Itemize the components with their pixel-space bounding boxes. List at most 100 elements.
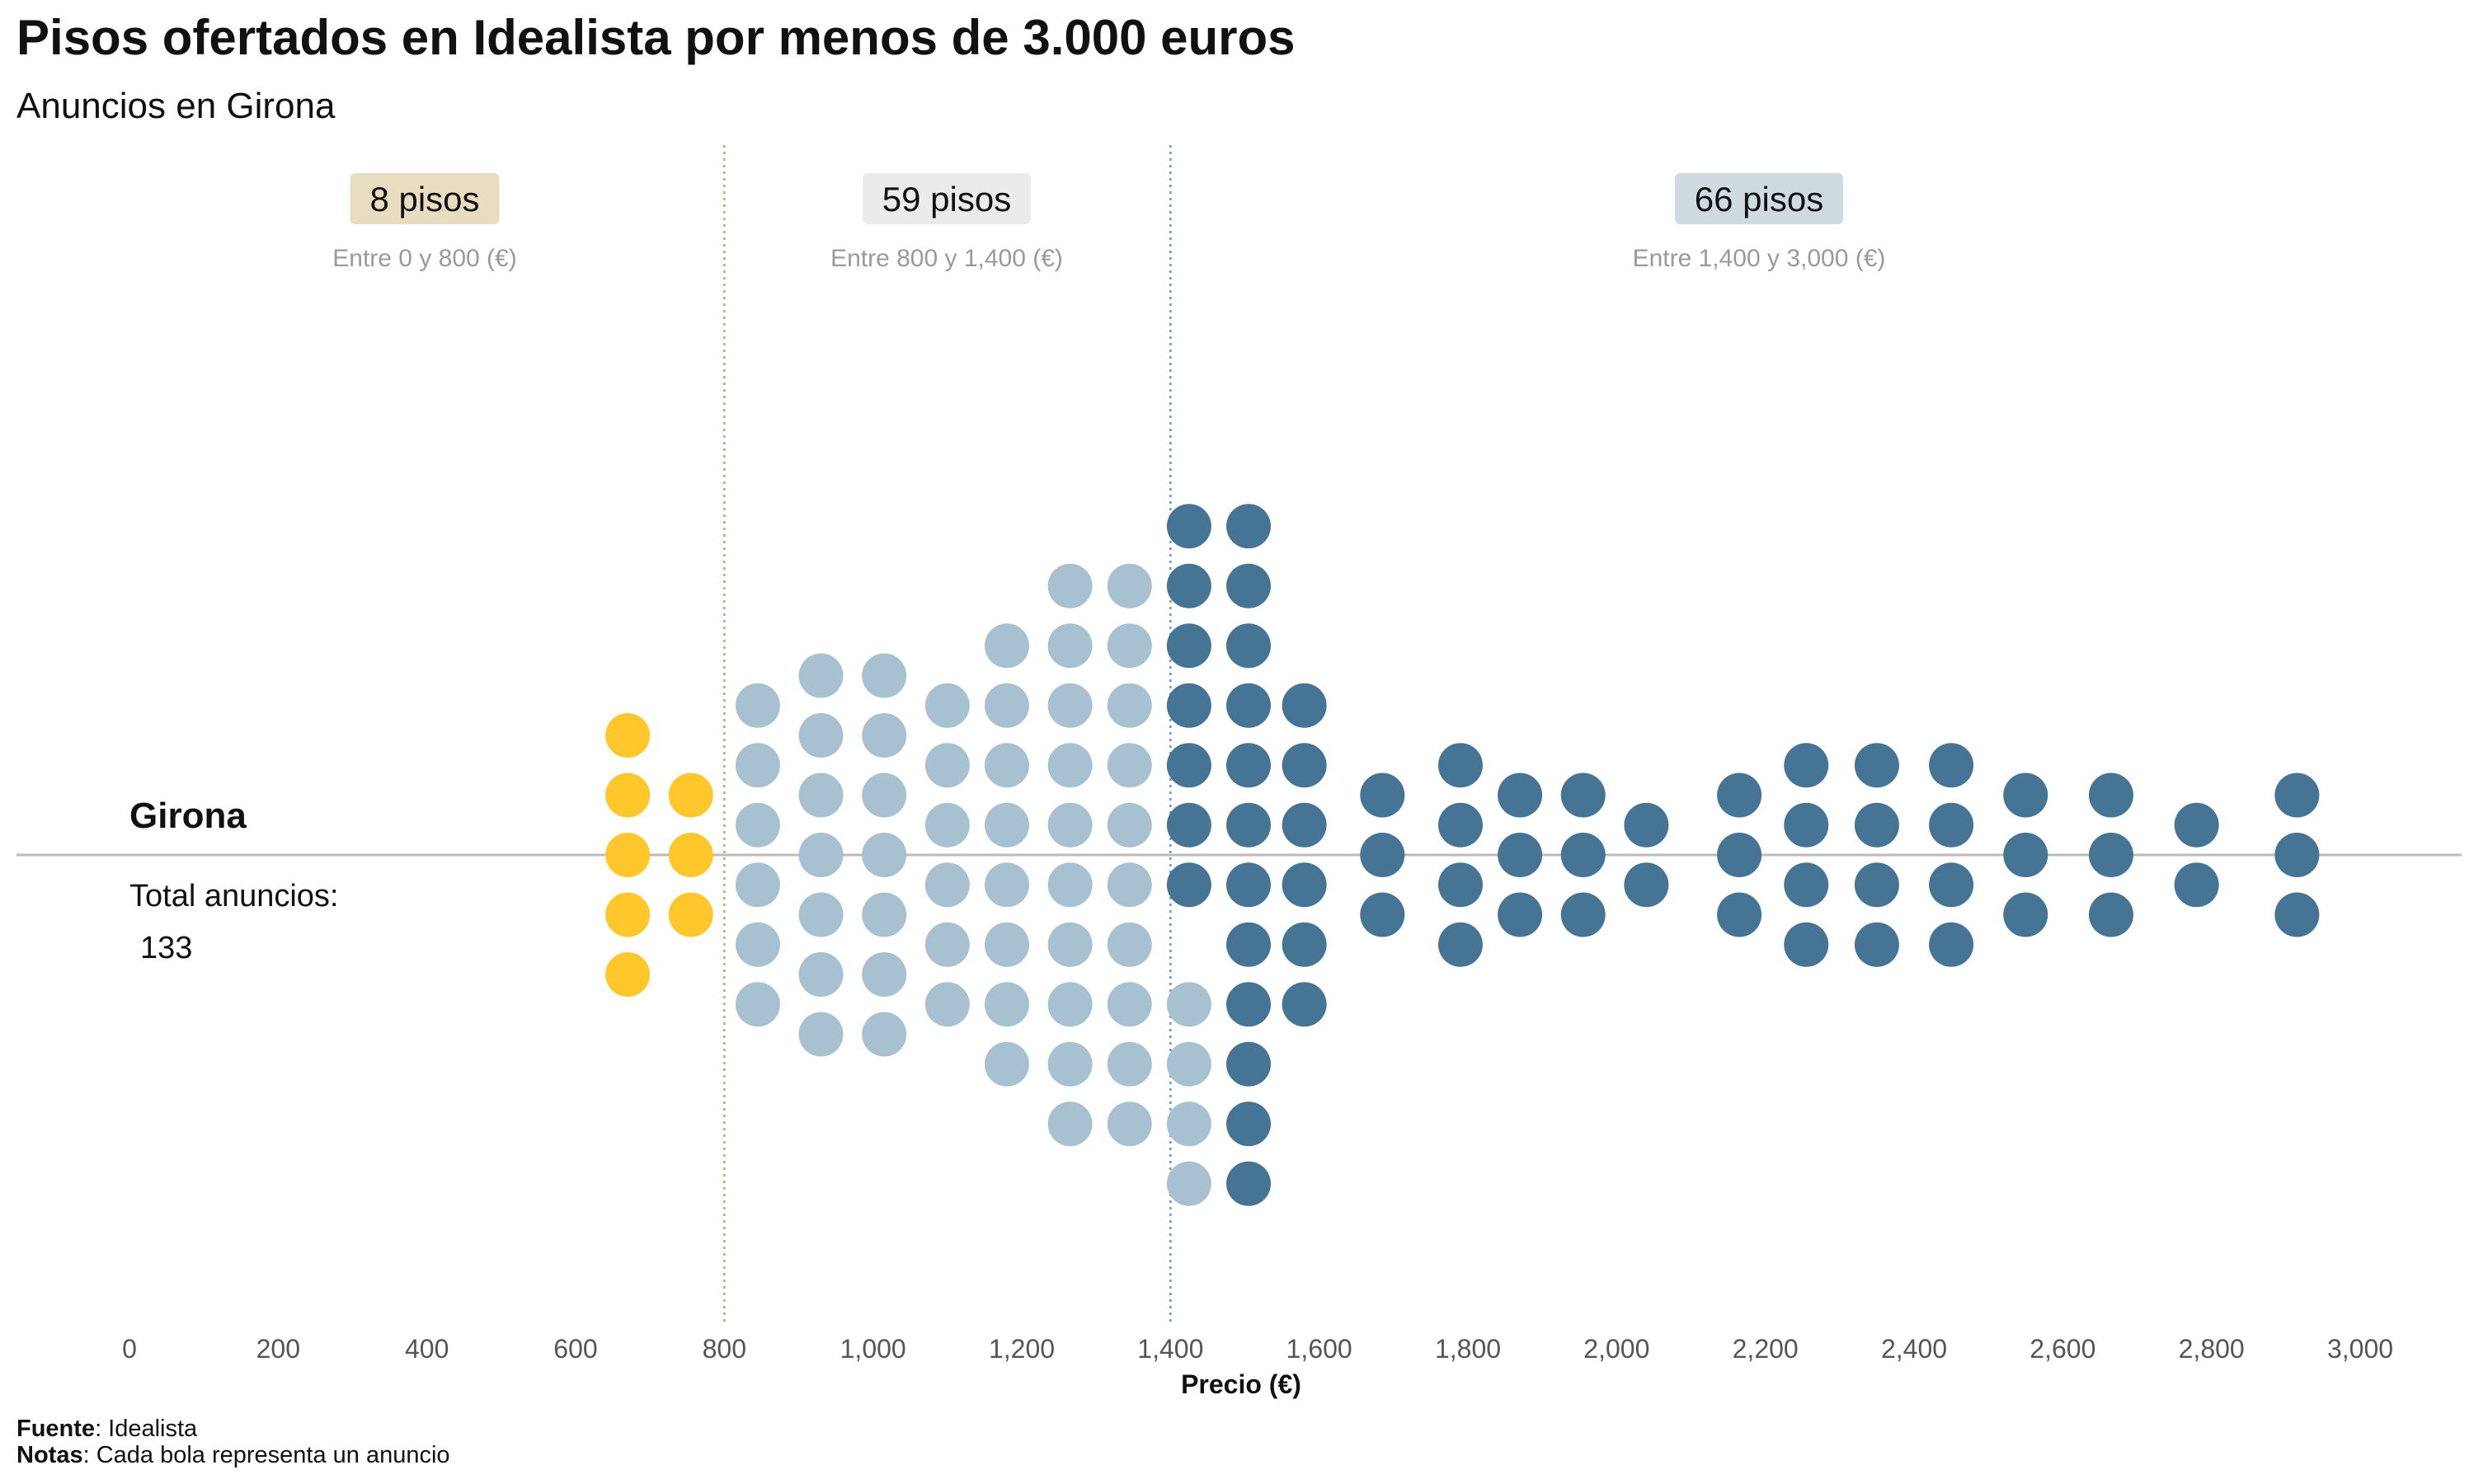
group-badge-text: 66 pisos — [1695, 180, 1823, 218]
group-dividers — [723, 145, 1172, 1323]
listing-dot — [1166, 1041, 1211, 1087]
listing-dot — [1226, 1101, 1272, 1147]
listing-dot — [2003, 833, 2048, 877]
listing-dot — [1282, 743, 1327, 788]
listing-dot — [605, 773, 651, 818]
listing-dot — [1047, 683, 1093, 728]
listing-dot — [1784, 802, 1829, 848]
listing-dot — [924, 743, 970, 788]
footer-notes: Notas: Cada bola representa un anuncio — [16, 1442, 450, 1468]
listing-dot — [1047, 862, 1093, 908]
listing-dot — [1047, 563, 1093, 608]
listing-dot — [605, 713, 651, 758]
x-tick-label: 1,400 — [1137, 1334, 1203, 1364]
listing-dot — [862, 892, 907, 937]
listing-dot — [1107, 563, 1152, 608]
footer-source: Fuente: Idealista — [16, 1416, 198, 1442]
footer-notes-text: : Cada bola representa un anuncio — [83, 1442, 450, 1468]
listing-dot — [1717, 773, 1762, 818]
listing-dot — [1047, 743, 1093, 788]
listing-dot — [984, 623, 1029, 669]
listing-dot — [1107, 802, 1152, 848]
listing-dot — [924, 802, 970, 848]
x-tick-label: 400 — [405, 1334, 449, 1364]
group-badge — [1675, 173, 1843, 224]
listing-dot — [984, 982, 1029, 1027]
listing-dot — [984, 683, 1029, 728]
listing-dot — [924, 922, 970, 967]
x-tick-label: 2,600 — [2030, 1334, 2095, 1364]
listing-dot — [1784, 862, 1829, 908]
listing-dot — [1560, 892, 1606, 937]
listing-dot — [798, 713, 844, 758]
listing-dot — [1360, 833, 1405, 877]
listing-dot — [605, 892, 651, 937]
listing-dot — [862, 833, 907, 877]
listing-dot — [2088, 892, 2133, 937]
listing-dot — [1166, 1161, 1211, 1206]
listing-dot — [1166, 862, 1211, 908]
listing-dot — [605, 833, 651, 877]
total-value: 133 — [140, 931, 192, 965]
listing-dot — [1929, 922, 1974, 967]
group-badge — [350, 173, 500, 224]
listing-dot — [798, 773, 844, 818]
listing-dot — [798, 952, 844, 997]
listing-dot — [1624, 802, 1669, 848]
listing-dot — [1854, 743, 1899, 788]
listing-dot — [1437, 922, 1483, 967]
x-tick-label: 600 — [553, 1334, 597, 1364]
listing-dot — [1226, 504, 1272, 549]
x-tick-label: 3,000 — [2327, 1334, 2393, 1364]
footer-notes-label: Notas — [16, 1442, 83, 1468]
listing-dot — [1360, 892, 1405, 937]
listing-dot — [2174, 802, 2219, 848]
listing-dot — [924, 862, 970, 908]
listing-dot — [862, 653, 907, 698]
listing-dot — [1929, 862, 1974, 908]
listing-dot — [1166, 563, 1211, 608]
listing-dot — [735, 982, 780, 1027]
listing-dot — [2274, 892, 2320, 937]
listing-dot — [984, 1041, 1029, 1087]
x-tick-label: 2,400 — [1881, 1334, 1947, 1364]
x-tick-label: 1,600 — [1286, 1334, 1352, 1364]
listing-dot — [1282, 802, 1327, 848]
listing-dot — [2174, 862, 2219, 908]
listing-dot — [1717, 833, 1762, 877]
listing-dot — [2003, 773, 2048, 818]
listing-dot — [1166, 504, 1211, 549]
group-badges: 8 pisos Entre 0 y 800 (€) 59 pisos Entre 80… — [332, 173, 1885, 272]
listing-dot — [1226, 922, 1272, 967]
listing-dot — [1560, 833, 1606, 877]
listing-dot — [1166, 1101, 1211, 1147]
listing-dot — [2274, 773, 2320, 818]
listing-dot — [1107, 862, 1152, 908]
x-tick-label: 2,800 — [2179, 1334, 2245, 1364]
listing-dot — [1107, 982, 1152, 1027]
listing-dot — [735, 862, 780, 908]
listing-dot — [1784, 922, 1829, 967]
listing-dot — [984, 862, 1029, 908]
listing-dot — [1560, 773, 1606, 818]
listing-dot — [1624, 862, 1669, 908]
listing-dot — [1498, 773, 1543, 818]
listing-dot — [1107, 623, 1152, 669]
x-tick-label: 1,200 — [989, 1334, 1055, 1364]
total-label: Total anuncios: — [129, 879, 339, 913]
listing-dot — [862, 1012, 907, 1057]
listing-dot — [1282, 683, 1327, 728]
listing-dot — [1282, 922, 1327, 967]
x-tick-label: 1,800 — [1435, 1334, 1501, 1364]
listing-dot — [668, 833, 713, 877]
listing-dot — [1047, 1101, 1093, 1147]
listing-dot — [984, 922, 1029, 967]
listing-dot — [1226, 1041, 1272, 1087]
listing-dot — [1784, 743, 1829, 788]
listing-dot — [984, 802, 1029, 848]
listing-dot — [1047, 802, 1093, 848]
listing-dot — [1107, 1041, 1152, 1087]
listing-dot — [1107, 1101, 1152, 1147]
listing-dot — [735, 683, 780, 728]
chart-title: Pisos ofertados en Idealista por menos d… — [16, 10, 1296, 65]
